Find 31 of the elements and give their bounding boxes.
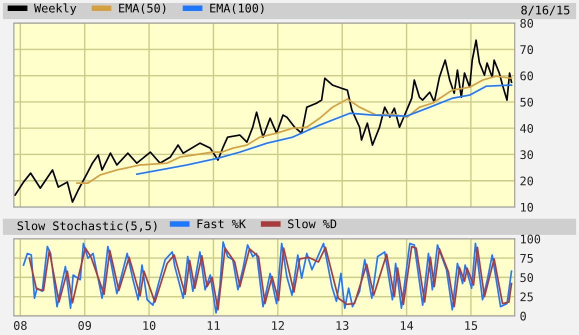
chart-title: Slow Stochastic(5,5) [18,221,156,232]
y-tick-label: 50 [520,98,534,107]
x-tick-label: 13 [336,321,348,330]
x-tick-label: 09 [78,321,92,330]
line-series [136,84,512,176]
line-series [76,75,512,184]
y-tick-label: 25 [520,292,533,302]
y-tick-label: 80 [520,18,534,28]
y-tick-label: 0 [520,312,526,321]
x-tick-label: 11 [208,321,220,330]
y-tick-label: 20 [520,176,534,186]
line-series [14,39,512,203]
x-tick-label: 10 [143,321,156,330]
x-tick-label: 12 [272,321,284,330]
y-tick-label: 75 [520,254,533,263]
legend-label: Fast %K [198,220,246,228]
legend-label: EMA(50) [119,3,166,14]
text: 8/16/15 [521,6,570,16]
x-tick-label: 08 [14,321,27,330]
y-tick-label: 100 [521,234,540,244]
x-tick-label: 14 [400,321,414,330]
y-tick-label: 60 [520,71,534,80]
y-tick-label: 70 [520,45,534,54]
y-tick-label: 40 [520,124,534,133]
y-tick-label: 50 [520,273,534,282]
y-tick-label: 30 [520,150,534,160]
legend-label: Slow %D [288,219,336,228]
y-tick-label: 10 [521,202,534,212]
legend-label: EMA(100) [210,3,264,14]
legend-label: Weekly [34,3,76,15]
x-tick-label: 15 [465,321,478,330]
